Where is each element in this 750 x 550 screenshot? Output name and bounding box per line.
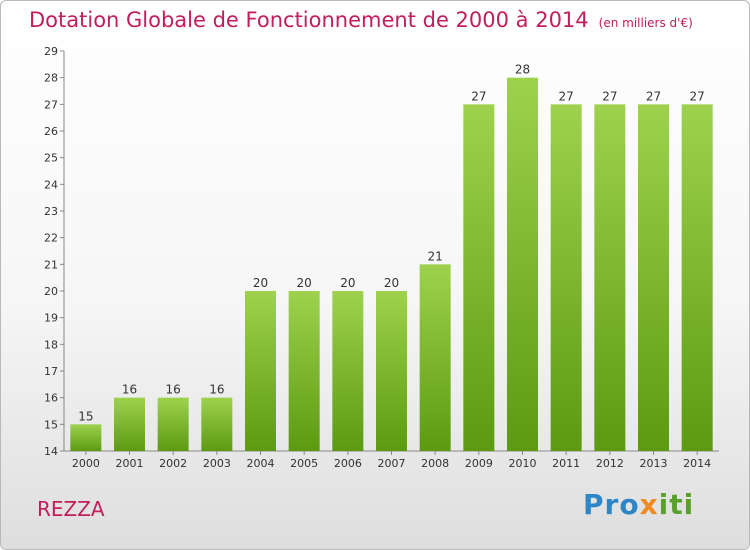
y-tick-label: 17 — [44, 365, 58, 378]
bar — [638, 104, 669, 451]
bar-value-label: 20 — [384, 276, 399, 290]
bar — [463, 104, 495, 451]
bar — [332, 291, 364, 451]
x-tick-label: 2008 — [421, 457, 449, 470]
x-tick-label: 2012 — [596, 457, 624, 470]
x-tick-label: 2011 — [552, 457, 580, 470]
logo-part-1: Pro — [583, 488, 640, 521]
bar-value-label: 27 — [602, 89, 617, 103]
x-tick-label: 2013 — [640, 457, 668, 470]
bars — [70, 77, 713, 452]
x-tick-label: 2003 — [203, 457, 231, 470]
bar-value-label: 27 — [690, 89, 705, 103]
y-tick-label: 26 — [44, 125, 58, 138]
bar-value-label: 16 — [122, 383, 137, 397]
y-tick-label: 25 — [44, 152, 58, 165]
commune-name: REZZA — [37, 497, 105, 521]
y-tick-label: 16 — [44, 392, 58, 405]
y-tick-label: 23 — [44, 205, 58, 218]
y-tick-label: 14 — [44, 445, 58, 458]
y-tick-label: 27 — [44, 98, 58, 111]
chart-title-text: Dotation Globale de Fonctionnement de 20… — [29, 8, 589, 32]
x-tick-label: 2014 — [683, 457, 711, 470]
y-tick-label: 21 — [44, 258, 58, 271]
y-tick-label: 28 — [44, 72, 58, 85]
bar — [681, 104, 713, 451]
logo-part-3: iti — [658, 488, 695, 521]
bar — [157, 397, 189, 451]
x-tick-label: 2010 — [509, 457, 537, 470]
y-tick-label: 24 — [44, 178, 58, 191]
bar-value-label: 20 — [297, 276, 312, 290]
bar — [594, 104, 626, 451]
bar — [376, 291, 407, 451]
bar-value-label: 20 — [253, 276, 268, 290]
x-tick-label: 2009 — [465, 457, 493, 470]
x-axis: 2000 2001 2002 2003 2004 2005 2006 2007 2008 2009… — [64, 450, 719, 470]
x-tick-label: 2005 — [290, 457, 318, 470]
bar-value-label: 21 — [428, 249, 443, 263]
bar — [245, 291, 276, 451]
x-tick-label: 2000 — [72, 457, 100, 470]
bar — [507, 77, 538, 452]
data-labels: 15 16 16 16 20 20 20 20 21 27 28 27 27 27 27 — [78, 63, 705, 424]
y-tick-label: 22 — [44, 232, 58, 245]
y-tick-label: 29 — [44, 45, 58, 58]
y-tick-label: 18 — [44, 338, 58, 351]
x-tick-label: 2007 — [378, 457, 406, 470]
x-tick-label: 2006 — [334, 457, 362, 470]
x-tick-label: 2001 — [116, 457, 144, 470]
logo-part-2: x — [639, 488, 659, 521]
bar — [70, 424, 102, 451]
y-tick-label: 19 — [44, 312, 58, 325]
bar-value-label: 15 — [78, 409, 93, 423]
bar — [114, 397, 145, 451]
bar-value-label: 28 — [515, 63, 530, 77]
bar — [550, 104, 582, 451]
x-tick-label: 2004 — [247, 457, 275, 470]
bar — [288, 291, 320, 451]
bar-value-label: 16 — [166, 383, 181, 397]
chart-unit: (en milliers d'€) — [598, 16, 693, 30]
y-axis: 14 15 16 17 18 19 20 21 22 23 24 25 26 27 28 29 — [44, 45, 65, 458]
bar — [419, 264, 451, 451]
y-tick-label: 20 — [44, 285, 58, 298]
chart-title: Dotation Globale de Fonctionnement de 20… — [29, 8, 693, 32]
x-tick-label: 2002 — [159, 457, 187, 470]
bar-value-label: 16 — [209, 383, 224, 397]
bar — [201, 397, 233, 451]
y-tick-label: 15 — [44, 418, 58, 431]
proxiti-logo: Proxiti — [583, 488, 694, 521]
bar-value-label: 27 — [646, 89, 661, 103]
bar-value-label: 27 — [559, 89, 574, 103]
bar-value-label: 27 — [471, 89, 486, 103]
bar-value-label: 20 — [340, 276, 355, 290]
